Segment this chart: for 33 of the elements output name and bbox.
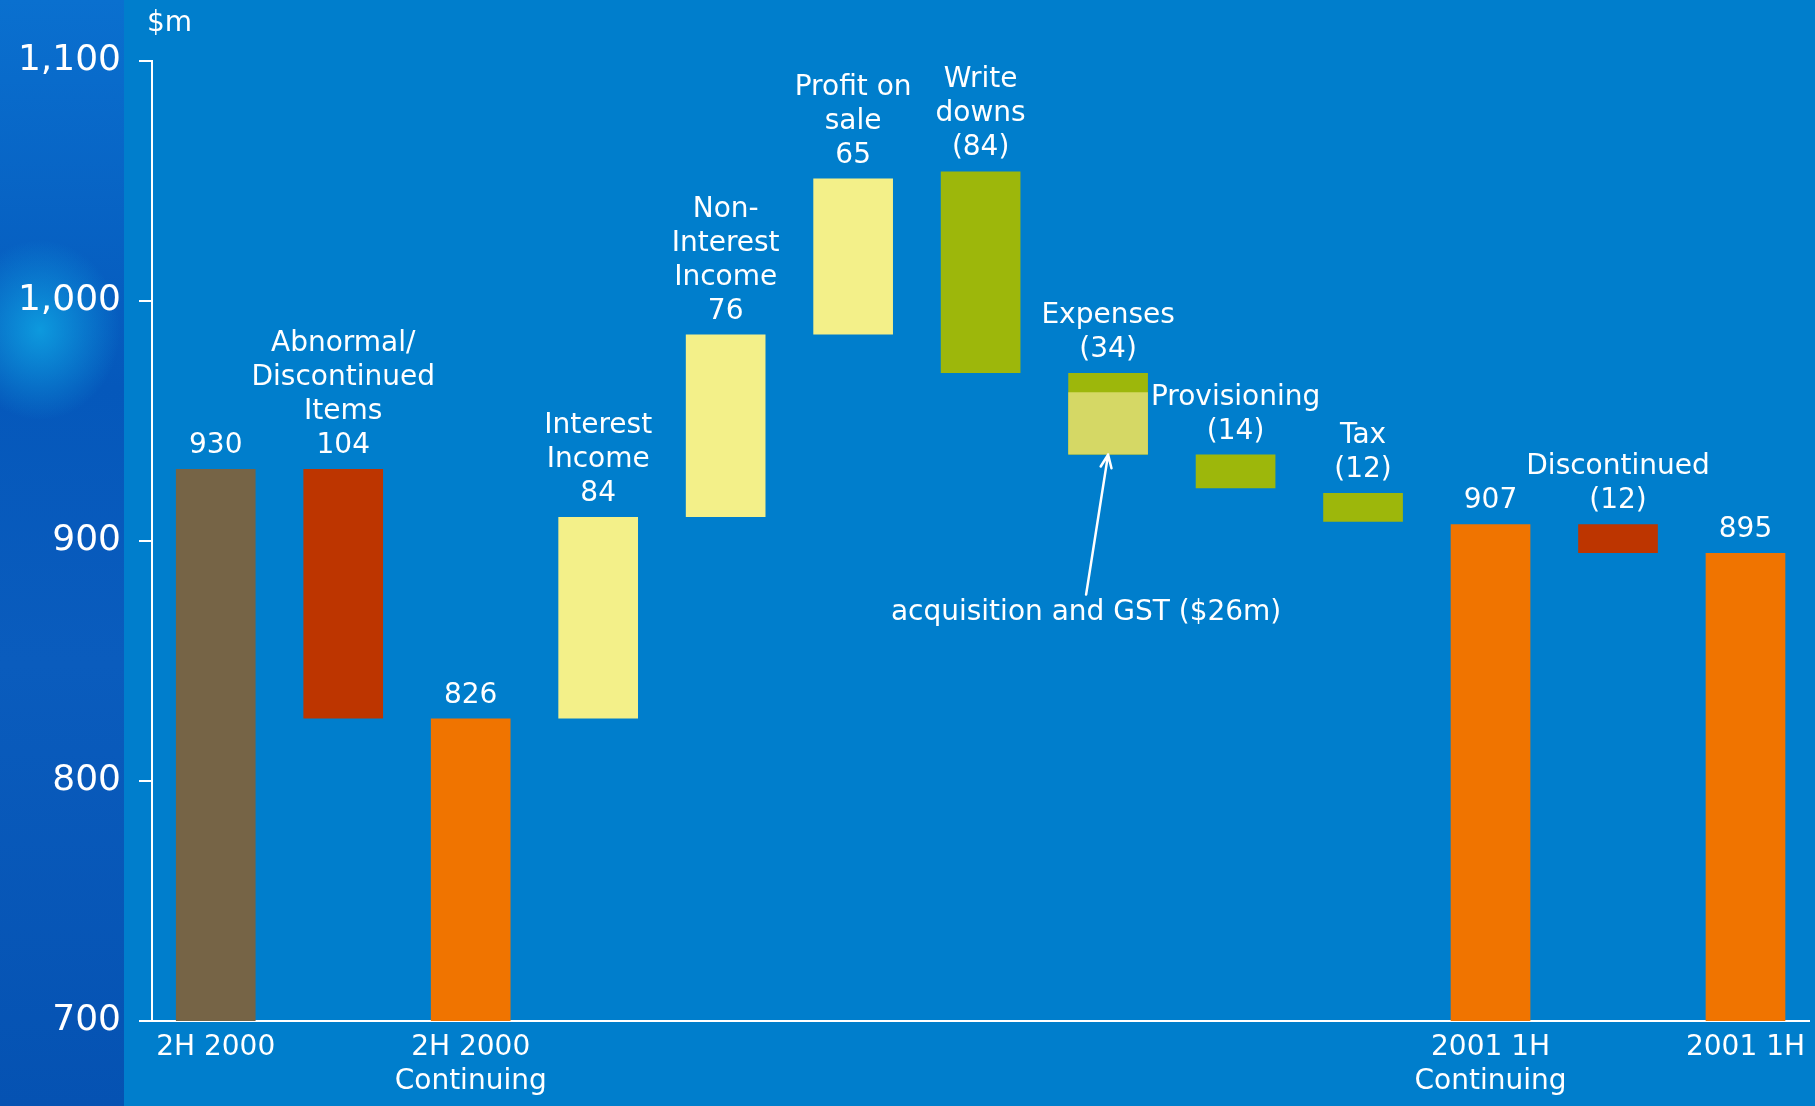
- x-tick-label: 2H 2000 Continuing: [394, 1029, 547, 1096]
- y-tick-label: 700: [52, 997, 121, 1039]
- data-label: 104: [316, 427, 370, 460]
- data-label: 76: [707, 292, 744, 326]
- y-tick-label: 800: [52, 757, 121, 799]
- x-tick-label: Write downs: [935, 61, 1026, 129]
- x-tick-label: Interest Income: [544, 407, 653, 474]
- y-axis-title: $m: [147, 5, 193, 38]
- y-tick-label: 1,100: [17, 37, 121, 79]
- data-label: 826: [443, 676, 498, 710]
- x-tick-label: 2001 1H Continuing: [1414, 1029, 1567, 1096]
- annotation: acquisition and GST ($26m): [890, 593, 1282, 627]
- x-tick-label: Expenses: [1041, 297, 1175, 330]
- y-tick-label: 1,000: [17, 277, 121, 319]
- data-label: 930: [189, 427, 243, 460]
- data-label: 895: [1718, 511, 1773, 544]
- data-label: (12): [1589, 482, 1647, 516]
- x-tick-label: Tax: [1338, 417, 1387, 450]
- data-label: (34): [1079, 331, 1137, 364]
- data-label: 907: [1463, 482, 1518, 516]
- data-label: 65: [835, 136, 871, 170]
- x-tick-label: 2001 1H: [1685, 1029, 1805, 1063]
- x-tick-label: Profit on sale: [794, 68, 912, 136]
- data-label: 84: [580, 475, 616, 508]
- x-tick-label: Non-Interest Income: [671, 190, 780, 292]
- x-tick-label: Discontinued: [1526, 448, 1710, 482]
- data-label: (84): [951, 129, 1010, 163]
- data-label: (14): [1206, 412, 1265, 446]
- x-tick-label: 2H 2000: [156, 1029, 276, 1063]
- x-tick-label: Abnormal/Discontinued Items: [251, 325, 435, 426]
- x-tick-label: Provisioning: [1150, 378, 1321, 412]
- y-tick-label: 900: [52, 517, 121, 559]
- data-label: (12): [1334, 451, 1392, 484]
